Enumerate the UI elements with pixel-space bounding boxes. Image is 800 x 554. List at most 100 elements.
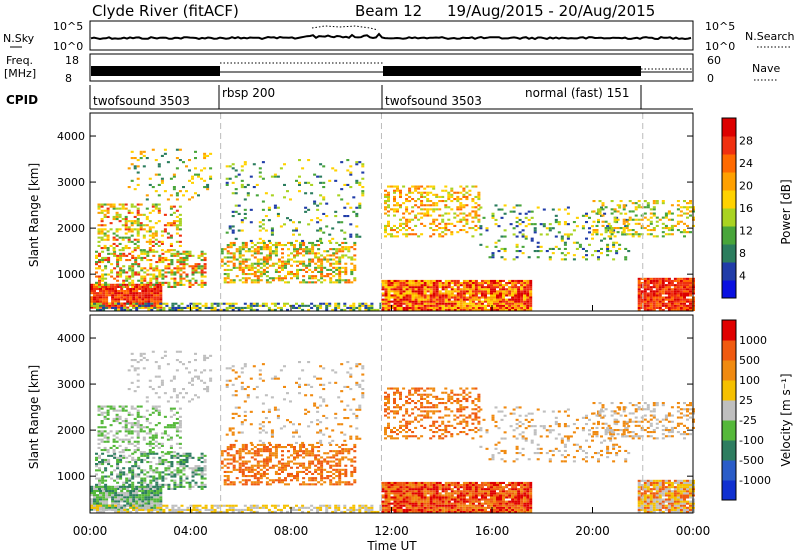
velocity-echo-cell: [175, 442, 179, 445]
power-echo-cell: [646, 294, 650, 297]
velocity-echo-cell: [308, 462, 312, 465]
power-echo-cell: [456, 191, 460, 194]
power-echo-cell: [154, 205, 158, 208]
velocity-echo-cell: [111, 500, 115, 503]
power-echo-cell: [453, 284, 457, 287]
power-echo-cell: [135, 285, 139, 288]
power-echo-cell: [114, 304, 118, 307]
power-echo-cell: [595, 231, 599, 234]
power-echo-cell: [258, 229, 262, 232]
power-echo-cell: [163, 228, 167, 231]
power-echo-cell: [468, 304, 472, 307]
power-echo-cell: [103, 213, 107, 216]
power-echo-cell: [604, 220, 608, 223]
power-echo-cell: [328, 179, 332, 182]
power-echo-cell: [462, 212, 466, 215]
velocity-echo-cell: [148, 440, 152, 443]
power-echo-cell: [408, 300, 412, 303]
power-echo-cell: [120, 294, 124, 297]
power-echo-cell: [99, 300, 102, 303]
power-echo-cell: [157, 165, 161, 168]
power-echo-cell: [271, 277, 275, 280]
power-echo-cell: [340, 198, 344, 201]
velocity-echo-cell: [160, 451, 164, 454]
power-echo-cell: [173, 279, 177, 282]
power-echo-cell: [156, 306, 160, 309]
power-echo-cell: [96, 298, 99, 301]
power-echo-cell: [414, 300, 418, 303]
power-echo-cell: [423, 294, 427, 297]
power-echo-cell: [244, 241, 248, 244]
power-echo-cell: [185, 250, 189, 253]
power-echo-cell: [600, 239, 603, 242]
velocity-echo-cell: [141, 494, 145, 497]
power-echo-cell: [349, 223, 353, 226]
velocity-echo-cell: [259, 472, 263, 475]
power-echo-cell: [334, 302, 338, 305]
power-echo-cell: [502, 284, 505, 287]
cpid-label: CPID: [6, 93, 38, 107]
power-echo-cell: [128, 265, 132, 268]
power-echo-cell: [634, 222, 638, 225]
power-echo-cell: [480, 282, 484, 285]
velocity-echo-cell: [152, 471, 156, 474]
power-echo-cell: [411, 300, 415, 303]
power-echo-cell: [361, 192, 365, 195]
power-echo-cell: [646, 229, 650, 232]
power-echo-cell: [158, 261, 162, 264]
velocity-echo-cell: [284, 477, 287, 480]
velocity-echo-cell: [191, 475, 195, 478]
power-echo-cell: [220, 260, 224, 263]
power-echo-cell: [453, 198, 457, 201]
velocity-echo-cell: [179, 485, 183, 488]
power-echo-cell: [517, 282, 521, 285]
power-echo-cell: [426, 208, 430, 211]
velocity-echo-cell: [200, 456, 204, 459]
power-echo-cell: [661, 296, 665, 299]
power-echo-cell: [347, 248, 351, 251]
power-echo-cell: [142, 236, 146, 239]
power-echo-cell: [529, 294, 533, 297]
velocity-echo-cell: [314, 468, 318, 471]
power-echo-cell: [511, 300, 515, 303]
velocity-echo-cell: [284, 466, 287, 469]
power-echo-cell: [557, 223, 561, 226]
power-echo-cell: [279, 306, 283, 309]
power-echo-cell: [381, 288, 385, 291]
power-echo-cell: [673, 224, 677, 227]
power-echo-cell: [320, 277, 324, 280]
power-echo-cell: [520, 302, 524, 305]
power-echo-cell: [480, 294, 484, 297]
power-echo-cell: [232, 264, 236, 267]
power-echo-cell: [305, 246, 309, 249]
power-echo-cell: [499, 290, 502, 293]
power-echo-cell: [262, 270, 266, 273]
power-echo-cell: [168, 308, 172, 311]
power-echo-cell: [661, 290, 665, 293]
power-echo-cell: [293, 260, 296, 263]
power-echo-cell: [658, 288, 662, 291]
power-echo-cell: [435, 302, 439, 305]
power-echo-cell: [499, 286, 502, 289]
power-echo-cell: [228, 306, 232, 309]
power-echo-cell: [405, 302, 409, 305]
power-echo-cell: [151, 234, 155, 237]
power-echo-cell: [477, 284, 481, 287]
power-echo-cell: [585, 258, 588, 261]
power-echo-cell: [686, 206, 689, 209]
power-echo-cell: [140, 256, 144, 259]
power-echo-cell: [661, 277, 665, 280]
velocity-echo-cell: [250, 475, 254, 478]
power-echo-cell: [138, 285, 142, 288]
velocity-echo-cell: [131, 456, 135, 459]
power-echo-cell: [408, 288, 412, 291]
power-echo-cell: [296, 273, 299, 276]
velocity-echo-cell: [120, 492, 124, 495]
power-echo-cell: [435, 300, 439, 303]
velocity-echo-cell: [250, 464, 254, 467]
power-echo-cell: [474, 288, 478, 291]
power-echo-cell: [655, 200, 659, 203]
velocity-echo-cell: [262, 462, 266, 465]
power-echo-cell: [334, 308, 338, 311]
velocity-echo-cell: [135, 494, 139, 497]
